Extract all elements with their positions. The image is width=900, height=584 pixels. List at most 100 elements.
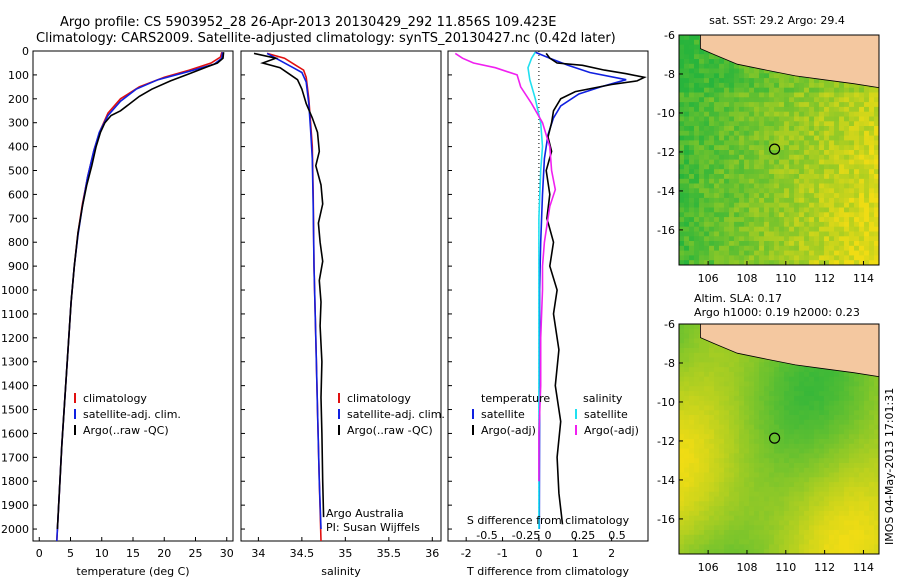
- map-cell: [819, 539, 825, 545]
- map-cell: [839, 539, 845, 545]
- map-cell: [734, 530, 740, 536]
- map-cell: [769, 154, 775, 161]
- map-cell: [764, 183, 770, 189]
- map-cell: [714, 510, 720, 517]
- map-cell: [749, 188, 755, 194]
- map-cell: [739, 255, 745, 261]
- map-cell: [794, 183, 800, 189]
- map-cell: [759, 221, 765, 228]
- map-cell: [844, 159, 850, 165]
- map-cell: [689, 520, 695, 526]
- map-cell: [874, 207, 880, 213]
- map-cell: [774, 140, 780, 146]
- map-cell: [719, 102, 725, 108]
- map-cell: [824, 530, 830, 536]
- map-cell: [749, 87, 755, 93]
- map-cell: [784, 482, 790, 488]
- map-cell: [829, 212, 835, 218]
- map-cell: [714, 467, 720, 474]
- map-cell: [809, 381, 815, 387]
- map-cell: [844, 130, 850, 137]
- map-cell: [724, 371, 730, 378]
- map-cell: [799, 405, 805, 411]
- map-cell: [729, 415, 735, 421]
- map-cell: [854, 400, 860, 406]
- map-cell: [714, 439, 720, 445]
- map-cell: [684, 106, 690, 113]
- map-cell: [694, 82, 700, 89]
- map-cell: [684, 324, 690, 330]
- map-cell: [809, 405, 815, 411]
- map-cell: [789, 386, 795, 392]
- map-cell: [719, 82, 725, 89]
- map-cell: [864, 400, 870, 406]
- map-cell: [729, 150, 735, 156]
- map-cell: [774, 510, 780, 517]
- map-cell: [719, 486, 725, 493]
- map-cell: [814, 439, 820, 445]
- map-cell: [704, 154, 710, 161]
- map-cell: [864, 197, 870, 204]
- map-cell: [874, 197, 880, 204]
- map-cell: [744, 193, 750, 199]
- map-cell: [779, 226, 785, 232]
- map-cell: [694, 245, 700, 252]
- map-cell: [769, 169, 775, 175]
- map-cell: [794, 164, 800, 170]
- map-cell: [729, 159, 735, 165]
- map-cell: [784, 188, 790, 194]
- map-cell: [869, 154, 875, 161]
- map-cell: [809, 154, 815, 161]
- map-cell: [829, 453, 835, 459]
- map-cell: [724, 443, 730, 450]
- map-cell: [734, 87, 740, 93]
- map-cell: [779, 188, 785, 194]
- map-cell: [684, 463, 690, 469]
- map-cell: [794, 415, 800, 421]
- map-cell: [694, 116, 700, 122]
- map-cell: [734, 486, 740, 493]
- map-cell: [709, 68, 715, 74]
- map-cell: [794, 448, 800, 454]
- map-cell: [744, 376, 750, 382]
- map-cell: [704, 130, 710, 137]
- map-cell: [789, 510, 795, 517]
- map-cell: [704, 97, 710, 103]
- map-cell: [784, 231, 790, 237]
- map-cell: [764, 212, 770, 218]
- map-cell: [809, 116, 815, 122]
- map-cell: [834, 255, 840, 261]
- map-cell: [754, 169, 760, 175]
- map-cell: [769, 126, 775, 132]
- map-cell: [679, 126, 685, 132]
- map-cell: [764, 429, 770, 435]
- map-cell: [719, 453, 725, 459]
- map-cell: [724, 501, 730, 507]
- map-cell: [849, 525, 855, 531]
- map-cell: [809, 87, 815, 93]
- map-cell: [854, 515, 860, 521]
- map-cell: [689, 448, 695, 454]
- map-cell: [804, 111, 810, 117]
- map-cell: [729, 221, 735, 228]
- map-cell: [844, 250, 850, 256]
- map-cell: [824, 405, 830, 411]
- map-cell: [814, 217, 820, 223]
- map-cell: [854, 477, 860, 483]
- map-cell: [804, 174, 810, 180]
- map-cell: [699, 87, 705, 93]
- map-cell: [874, 530, 880, 536]
- map-cell: [829, 515, 835, 521]
- map-cell: [679, 429, 685, 435]
- map-cell: [784, 376, 790, 382]
- map-cell: [699, 92, 705, 98]
- map-cell: [689, 458, 695, 464]
- map-cell: [744, 245, 750, 252]
- map-cell: [864, 145, 870, 151]
- map-cell: [734, 97, 740, 103]
- map-cell: [799, 236, 805, 242]
- map-cell: [679, 197, 685, 204]
- map-cell: [874, 496, 880, 502]
- map-cell: [714, 458, 720, 464]
- map-cell: [864, 102, 870, 108]
